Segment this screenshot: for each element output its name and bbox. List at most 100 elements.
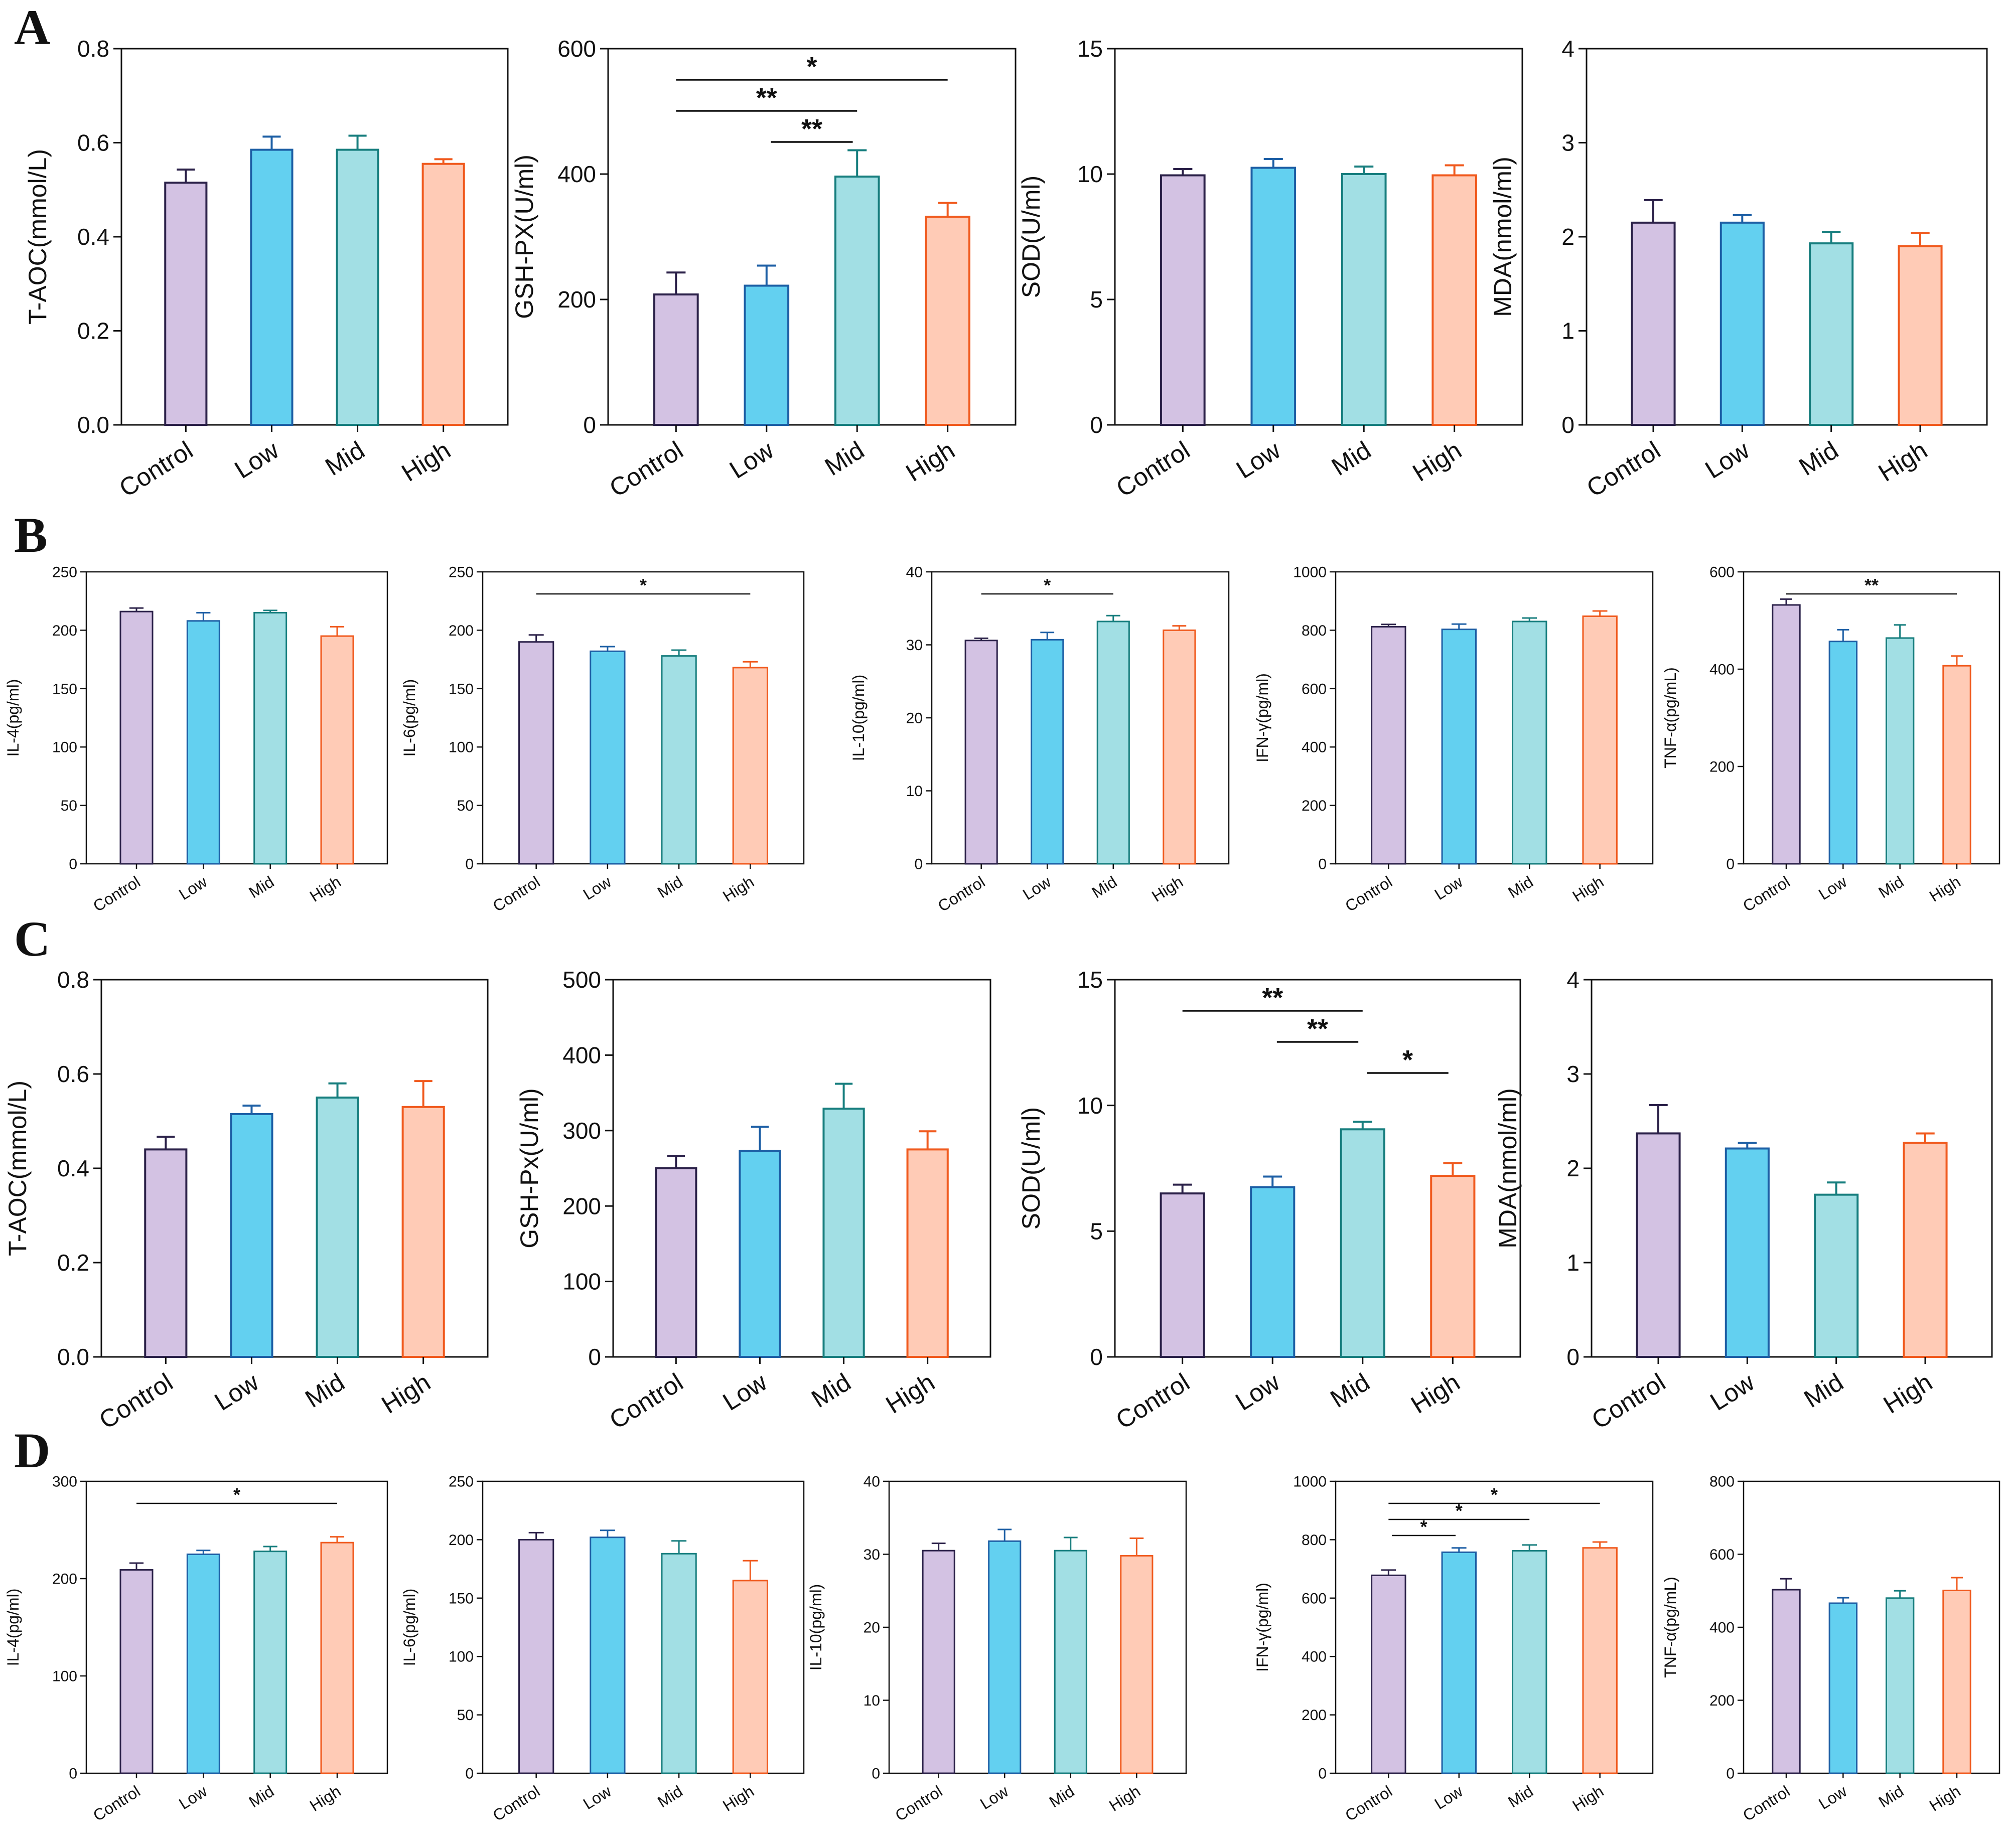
bar-mid — [1096, 621, 1130, 865]
bar-low — [1441, 1551, 1477, 1774]
y-tick-label: 0.4 — [77, 224, 109, 250]
bar-low — [988, 1540, 1022, 1774]
y-tick-label: 2 — [1566, 1155, 1580, 1181]
y-tick-label: 800 — [1302, 623, 1327, 639]
y-tick-label: 200 — [1709, 759, 1735, 776]
bar-high — [1903, 1142, 1948, 1358]
x-tick-label-control: Control — [1740, 872, 1793, 915]
x-tick-label-mid: Mid — [1799, 1368, 1848, 1413]
bar-low — [744, 284, 790, 426]
significance-marker: * — [640, 575, 647, 595]
x-tick-label-high: High — [1569, 1782, 1607, 1814]
bar-control — [144, 1148, 188, 1358]
y-tick-label: 100 — [52, 1668, 77, 1685]
x-tick-label-low: Low — [580, 1782, 615, 1813]
y-tick-label: 250 — [449, 1474, 474, 1490]
chart-a-t-aoc-mmol-l: 0.0 0.2 0.4 0.6 0.8 T-AOC(mmol/L) Control Low Mi… — [24, 36, 509, 503]
bar-high — [1942, 665, 1971, 865]
y-axis-label: GSH-PX(U/ml) — [510, 155, 538, 319]
x-tick-label-control: Control — [1740, 1782, 1793, 1824]
y-tick-label: 200 — [1709, 1692, 1735, 1709]
bar-low — [186, 620, 220, 865]
y-tick-label: 400 — [557, 161, 596, 187]
y-axis-label: IFN-γ(pg/ml) — [1253, 673, 1271, 762]
y-tick-label: 800 — [1302, 1532, 1327, 1549]
x-tick-label-control: Control — [1111, 1368, 1194, 1435]
y-tick-label: 200 — [449, 623, 474, 639]
bar-low — [590, 650, 626, 865]
y-tick-label: 600 — [1302, 681, 1327, 697]
y-tick-label: 3 — [1561, 130, 1574, 156]
y-tick-label: 1000 — [1293, 1474, 1327, 1490]
bar-control — [119, 610, 154, 865]
y-tick-label: 1 — [1561, 318, 1574, 344]
significance-marker: * — [1420, 1516, 1427, 1537]
x-tick-label-mid: Mid — [654, 872, 686, 901]
bar-mid — [1512, 1550, 1547, 1774]
plot-frame — [612, 979, 991, 1358]
y-tick-label: 0 — [1726, 856, 1735, 873]
y-tick-label: 0.2 — [57, 1250, 89, 1276]
y-tick-label: 3 — [1566, 1061, 1580, 1087]
y-tick-label: 10 — [864, 1692, 880, 1709]
bar-high — [1431, 174, 1477, 426]
panel-labels: A B C D — [14, 0, 50, 1478]
bar-low — [739, 1150, 781, 1358]
x-tick-label-mid: Mid — [1876, 872, 1907, 901]
x-tick-label-mid: Mid — [1089, 872, 1120, 901]
x-tick-label-control: Control — [605, 436, 688, 503]
chart-b-il-10-pg-ml: 0 10 20 30 40 IL-10(pg/ml) Control Low Mid High * — [849, 564, 1230, 915]
x-tick-label-low: Low — [230, 435, 284, 484]
y-tick-label: 10 — [906, 783, 923, 800]
x-tick-label-high: High — [1406, 1368, 1465, 1419]
x-tick-label-low: Low — [1700, 435, 1755, 484]
bar-control — [1636, 1132, 1681, 1358]
x-tick-label-low: Low — [1431, 872, 1467, 903]
x-tick-label-mid: Mid — [1326, 1368, 1375, 1413]
y-tick-label: 5 — [1090, 1218, 1103, 1244]
bar-low — [1031, 639, 1064, 865]
significance-marker: * — [806, 52, 817, 82]
x-tick-label-mid: Mid — [246, 872, 277, 901]
x-tick-label-low: Low — [1020, 872, 1055, 903]
y-tick-label: 200 — [52, 1571, 77, 1588]
x-tick-label-high: High — [377, 1368, 436, 1419]
y-tick-label: 0.0 — [77, 412, 109, 438]
x-tick-label-low: Low — [718, 1367, 772, 1416]
bar-low — [1725, 1147, 1770, 1358]
x-tick-label-mid: Mid — [1794, 436, 1843, 481]
x-tick-label-high: High — [397, 436, 456, 487]
y-tick-label: 600 — [557, 36, 596, 62]
x-tick-label-low: Low — [1231, 435, 1285, 484]
bar-high — [1582, 1547, 1618, 1774]
y-axis-label: IL-6(pg/ml) — [400, 679, 418, 757]
y-axis-label: IL-4(pg/ml) — [4, 1589, 22, 1666]
y-tick-label: 0 — [872, 1766, 880, 1782]
x-tick-label-low: Low — [1815, 872, 1850, 903]
x-tick-label-low: Low — [725, 435, 779, 484]
bar-mid — [253, 1551, 288, 1774]
y-tick-label: 0 — [1561, 412, 1574, 438]
y-tick-label: 50 — [457, 798, 474, 814]
chart-b-ifn-pg-ml: 0 200 400 600 800 1000 IFN-γ(pg/ml) Control Low M… — [1253, 564, 1654, 915]
significance-marker: * — [1456, 1500, 1463, 1521]
bar-control — [1631, 221, 1676, 426]
x-tick-label-low: Low — [176, 1782, 211, 1813]
bar-mid — [1809, 242, 1854, 426]
y-axis-label: T-AOC(mmol/L) — [24, 149, 52, 325]
significance-marker: * — [1491, 1484, 1498, 1505]
y-tick-label: 200 — [449, 1532, 474, 1549]
y-tick-label: 0 — [69, 856, 77, 873]
y-tick-label: 20 — [906, 710, 923, 727]
significance-marker: * — [1044, 575, 1051, 595]
y-tick-label: 30 — [906, 637, 923, 654]
x-tick-label-control: Control — [605, 1368, 688, 1435]
x-tick-label-high: High — [720, 1782, 757, 1814]
bar-mid — [1512, 621, 1547, 865]
y-tick-label: 200 — [557, 286, 596, 313]
y-tick-label: 0 — [1318, 856, 1327, 873]
bar-control — [1772, 1589, 1801, 1774]
x-tick-label-mid: Mid — [806, 1368, 855, 1413]
x-tick-label-high: High — [1926, 872, 1964, 905]
charts: 0.0 0.2 0.4 0.6 0.8 T-AOC(mmol/L) Control Low Mi… — [4, 36, 2000, 1825]
